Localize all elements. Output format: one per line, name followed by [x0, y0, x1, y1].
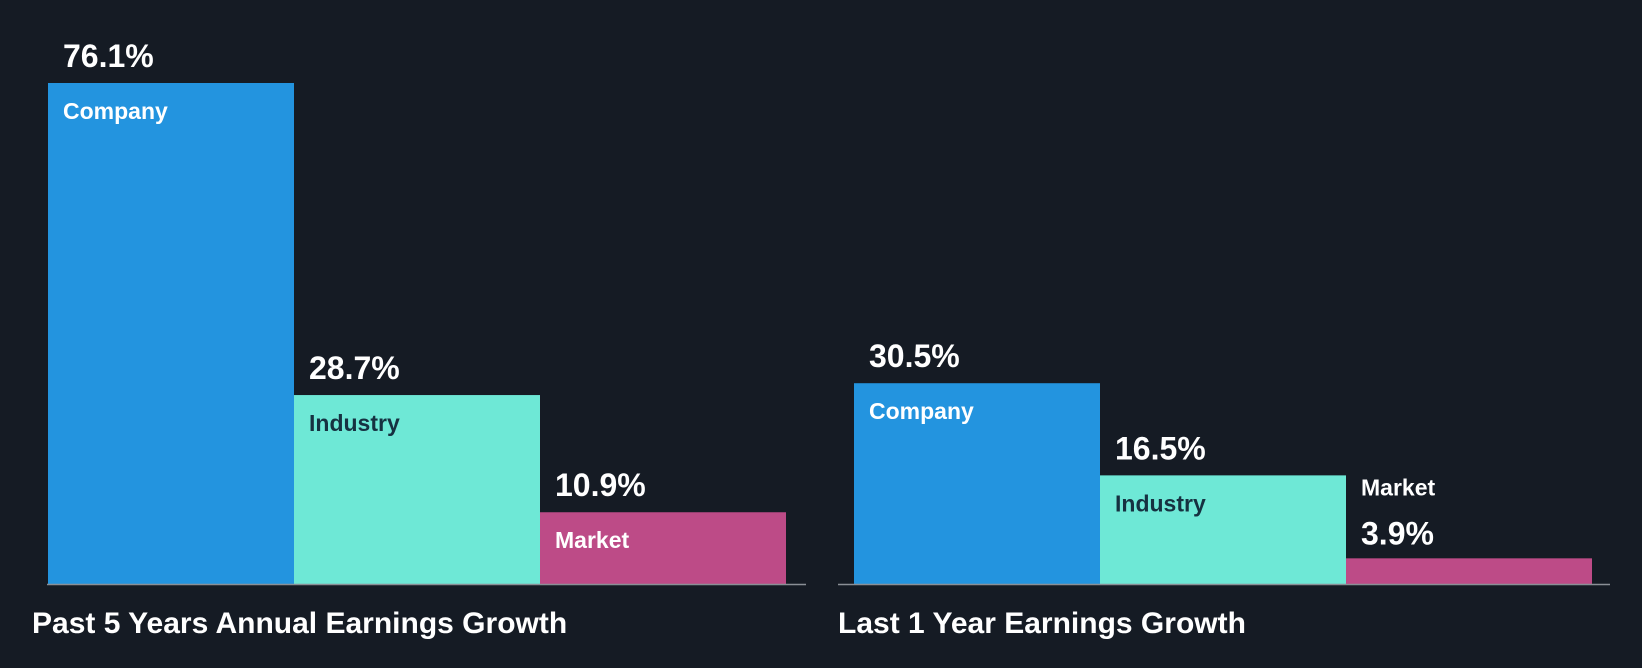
panel-1-value-label-company: 30.5%: [869, 338, 960, 374]
panel-0-category-label-industry: Industry: [309, 410, 400, 436]
panel-1-value-label-market: 3.9%: [1361, 515, 1434, 551]
panel-1-bar-company: [854, 383, 1100, 584]
panel-0-bar-company: [48, 83, 294, 584]
panel-0-category-label-company: Company: [63, 98, 168, 124]
chart-title-last-1-year: Last 1 Year Earnings Growth: [838, 607, 1246, 640]
panel-0-value-label-company: 76.1%: [63, 38, 154, 74]
panel-1-value-label-industry: 16.5%: [1115, 430, 1206, 466]
panel-0-value-label-market: 10.9%: [555, 467, 646, 503]
chart-title-past-5-years: Past 5 Years Annual Earnings Growth: [32, 607, 568, 640]
panel-0-bar-market: [540, 512, 786, 584]
panel-1-bar-industry: [1100, 475, 1346, 584]
panel-1-category-label-market: Market: [1361, 474, 1435, 500]
panel-0-category-label-market: Market: [555, 527, 629, 553]
panel-1-category-label-industry: Industry: [1115, 490, 1206, 516]
panel-0-bar-industry: [294, 395, 540, 584]
panel-0-value-label-industry: 28.7%: [309, 350, 400, 386]
panel-1-category-label-company: Company: [869, 398, 974, 424]
panel-1-bar-market: [1346, 558, 1592, 584]
